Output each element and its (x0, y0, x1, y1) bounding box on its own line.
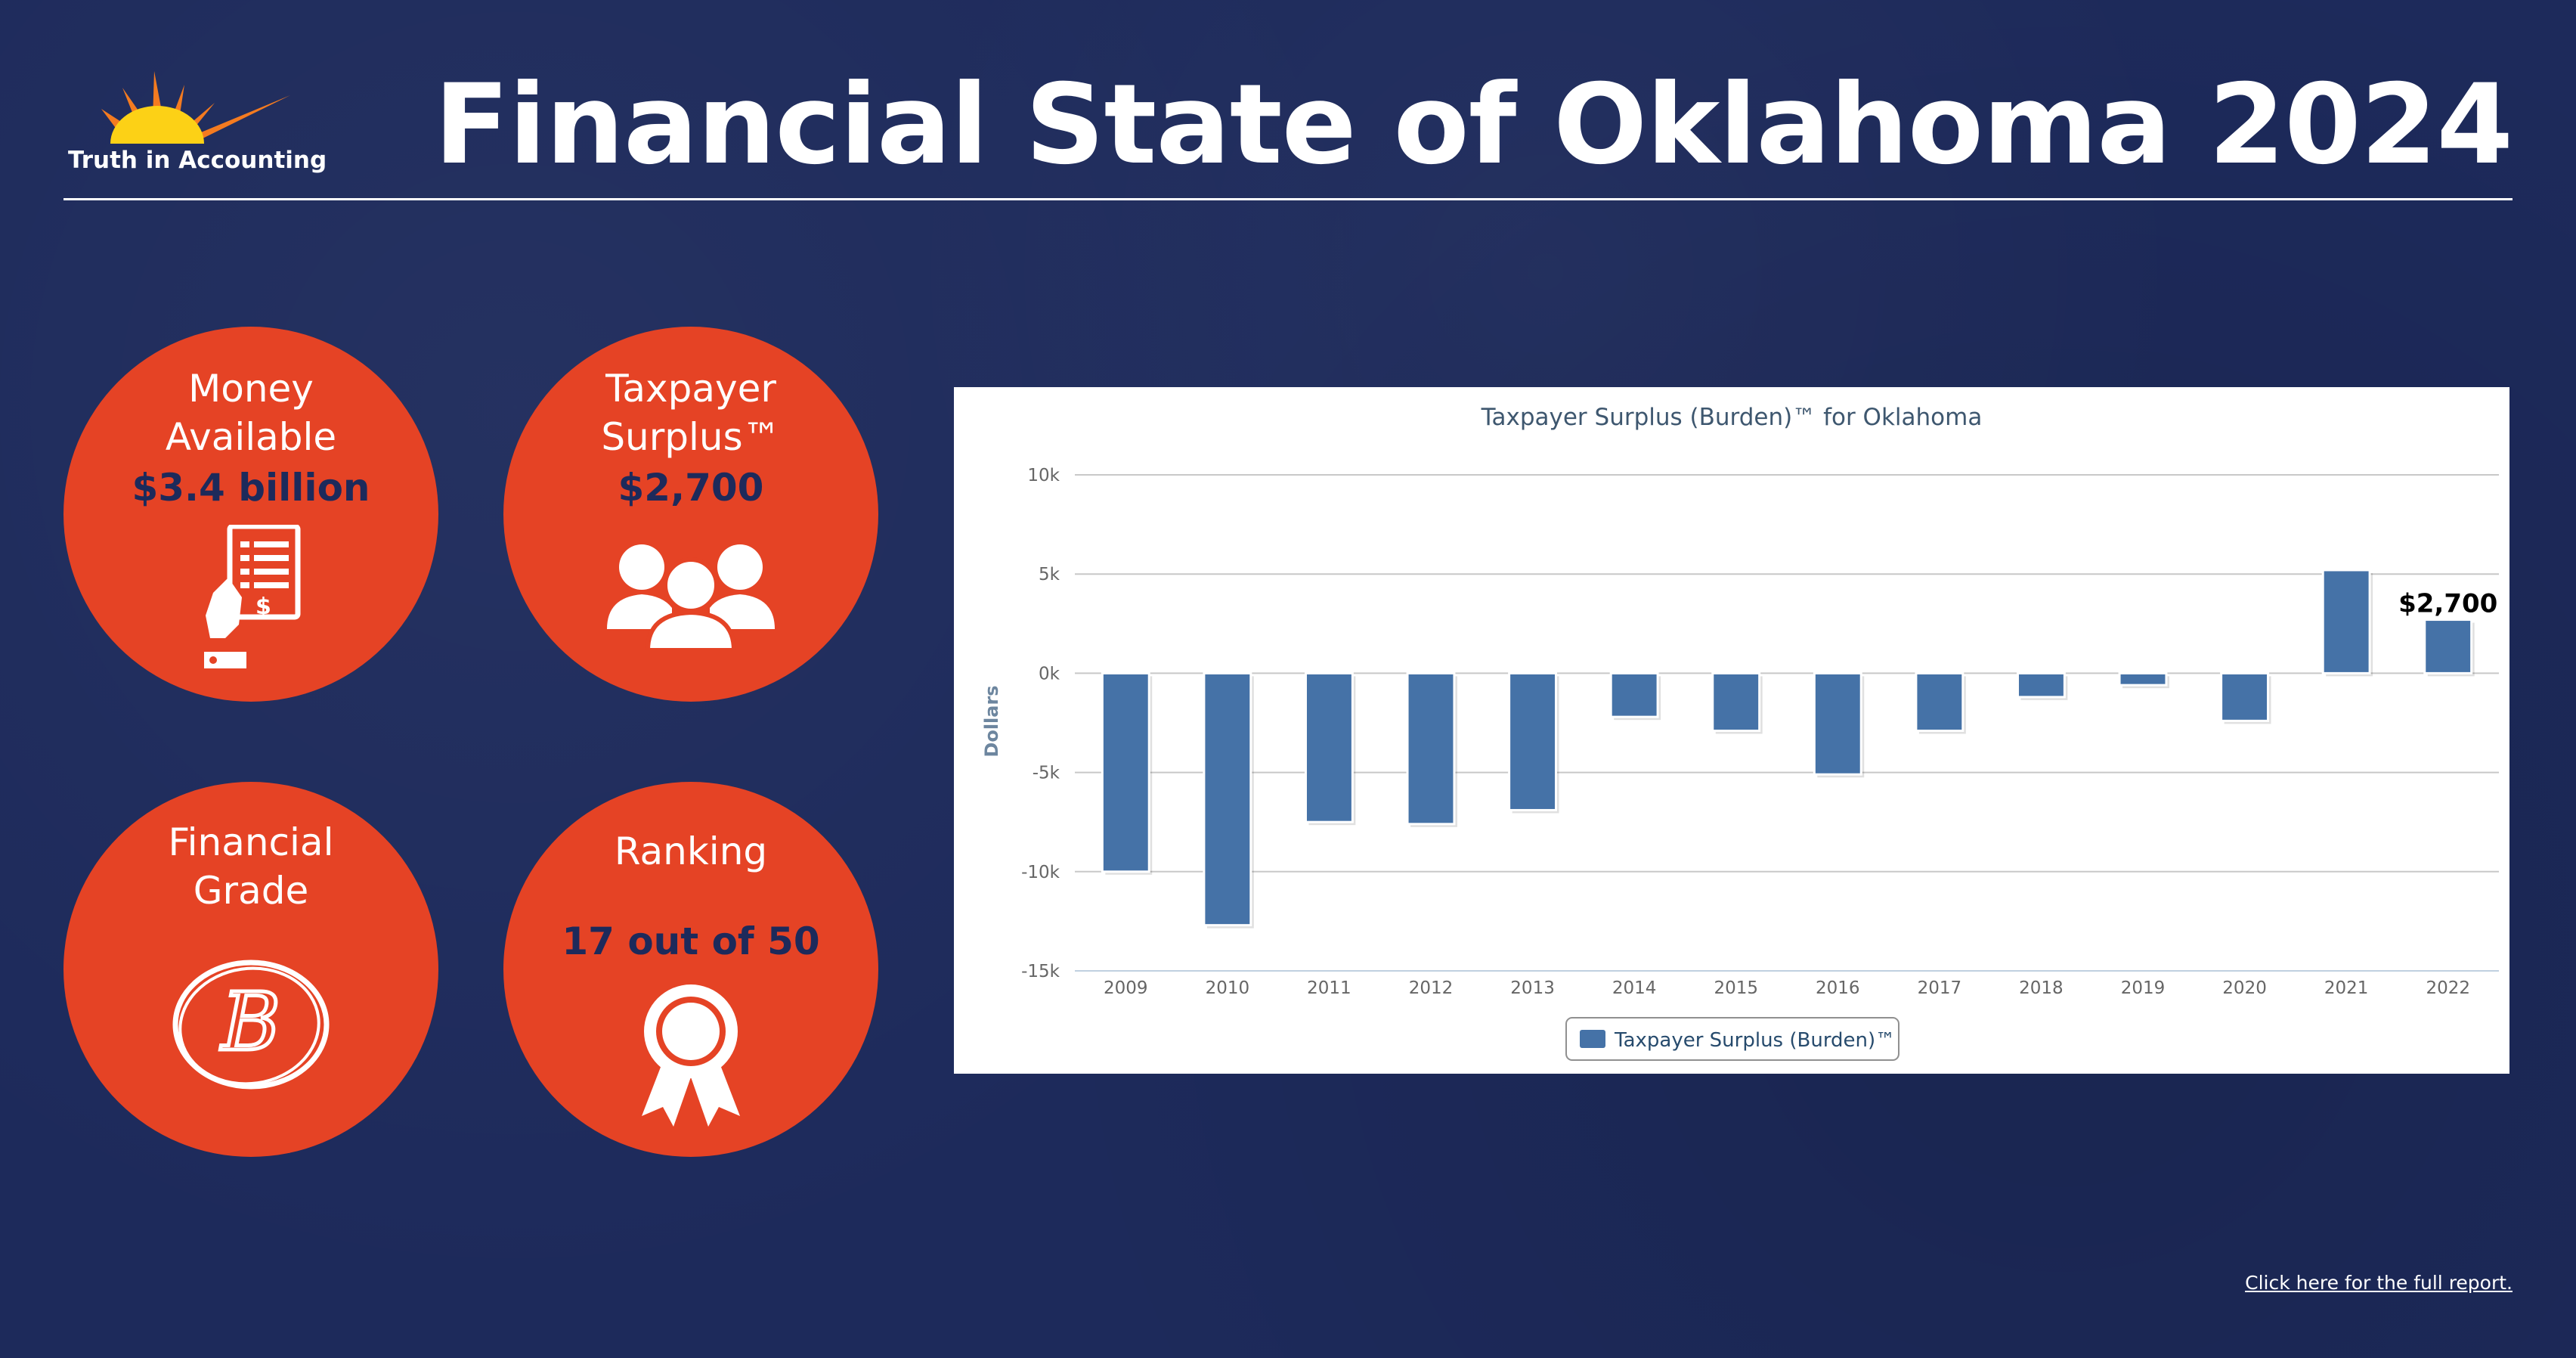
taxpayer-surplus-card: Taxpayer Surplus™ $2,700 (503, 327, 878, 702)
x-tick-label: 2016 (1816, 978, 1860, 998)
svg-text:$: $ (255, 594, 271, 620)
x-tick-label: 2017 (1918, 978, 1962, 998)
x-tick-label: 2020 (2222, 978, 2267, 998)
bar-2011[interactable] (1304, 671, 1354, 823)
bar-2020[interactable] (2220, 671, 2270, 722)
y-tick-label: 10k (1027, 466, 1060, 485)
grade-b-icon: B (172, 960, 330, 1090)
bill-payment-icon: $ (204, 525, 301, 668)
axis-labels: 10k 5k 0k -5k -10k -15k 2009 2010 2011 2012 2013 20… (1021, 466, 2500, 998)
ranking-value: 17 out of 50 (562, 919, 820, 963)
ranking-label: Ranking (614, 829, 768, 873)
chart-title: Taxpayer Surplus (Burden)™ for Oklahoma (1481, 404, 1983, 431)
bar-2022[interactable] (2423, 619, 2473, 674)
sun-logo-icon (101, 71, 290, 144)
money-available-card: Money Available $3.4 billion $ (63, 327, 438, 702)
truth-in-accounting-logo[interactable]: Truth in Accounting (63, 64, 327, 184)
x-tick-label: 2013 (1510, 978, 1555, 998)
y-tick-label: 5k (1039, 565, 1060, 584)
y-tick-label: -15k (1021, 962, 1060, 981)
x-tick-label: 2022 (2426, 978, 2470, 998)
grade-value: B (220, 975, 280, 1068)
legend-label: Taxpayer Surplus (Burden)™ (1614, 1029, 1895, 1052)
x-tick-label: 2019 (2121, 978, 2166, 998)
bar-2010[interactable] (1203, 671, 1252, 927)
taxpayer-surplus-chart: Taxpayer Surplus (Burden)™ for Oklahoma … (954, 387, 2509, 1074)
bar-2016[interactable] (1813, 671, 1862, 776)
bar-2017[interactable] (1915, 671, 1965, 732)
x-tick-label: 2015 (1714, 978, 1758, 998)
y-tick-label: -10k (1021, 863, 1060, 882)
x-tick-label: 2014 (1612, 978, 1657, 998)
bar-2019[interactable] (2118, 671, 2168, 687)
bar-2013[interactable] (1508, 671, 1558, 811)
data-label: $2,700 (2398, 589, 2497, 619)
legend-swatch (1580, 1030, 1605, 1048)
bar-2021[interactable] (2321, 569, 2371, 674)
x-tick-label: 2018 (2019, 978, 2064, 998)
x-tick-label: 2021 (2324, 978, 2369, 998)
surplus-label-line2: Surplus™ (601, 415, 781, 459)
grade-label-line2: Grade (193, 869, 309, 913)
ranking-card: Ranking 17 out of 50 (503, 782, 878, 1157)
bar-series (1101, 569, 2475, 929)
logo-text: Truth in Accounting (68, 147, 327, 174)
award-ribbon-icon (642, 984, 740, 1127)
grade-label-line1: Financial (168, 820, 334, 864)
chart-legend[interactable]: Taxpayer Surplus (Burden)™ (1565, 1017, 1899, 1061)
money-label-line1: Money (188, 367, 314, 411)
money-label-line2: Available (165, 415, 337, 459)
bar-2014[interactable] (1609, 671, 1659, 718)
y-tick-label: 0k (1039, 664, 1060, 684)
header-divider (63, 198, 2513, 200)
surplus-label-line1: Taxpayer (605, 367, 776, 411)
y-axis-label: Dollars (981, 685, 1002, 757)
legend-box (1565, 1017, 1899, 1061)
x-tick-label: 2010 (1206, 978, 1250, 998)
bar-2009[interactable] (1101, 671, 1150, 873)
x-tick-label: 2009 (1104, 978, 1148, 998)
bar-2015[interactable] (1711, 671, 1761, 732)
surplus-value: $2,700 (618, 466, 764, 510)
financial-grade-card: Financial Grade B (63, 782, 438, 1157)
money-value: $3.4 billion (132, 466, 370, 510)
people-group-icon (607, 544, 775, 652)
grid-lines (1075, 474, 2499, 972)
bar-2012[interactable] (1406, 671, 1456, 826)
x-tick-label: 2011 (1307, 978, 1351, 998)
y-tick-label: -5k (1033, 764, 1060, 783)
x-tick-label: 2012 (1409, 978, 1454, 998)
full-report-link[interactable]: Click here for the full report. (2245, 1272, 2513, 1294)
bar-2018[interactable] (2016, 671, 2066, 699)
chart-svg: Taxpayer Surplus (Burden)™ for Oklahoma … (981, 404, 2500, 1061)
page-title: Financial State of Oklahoma 2024 (434, 60, 2513, 189)
